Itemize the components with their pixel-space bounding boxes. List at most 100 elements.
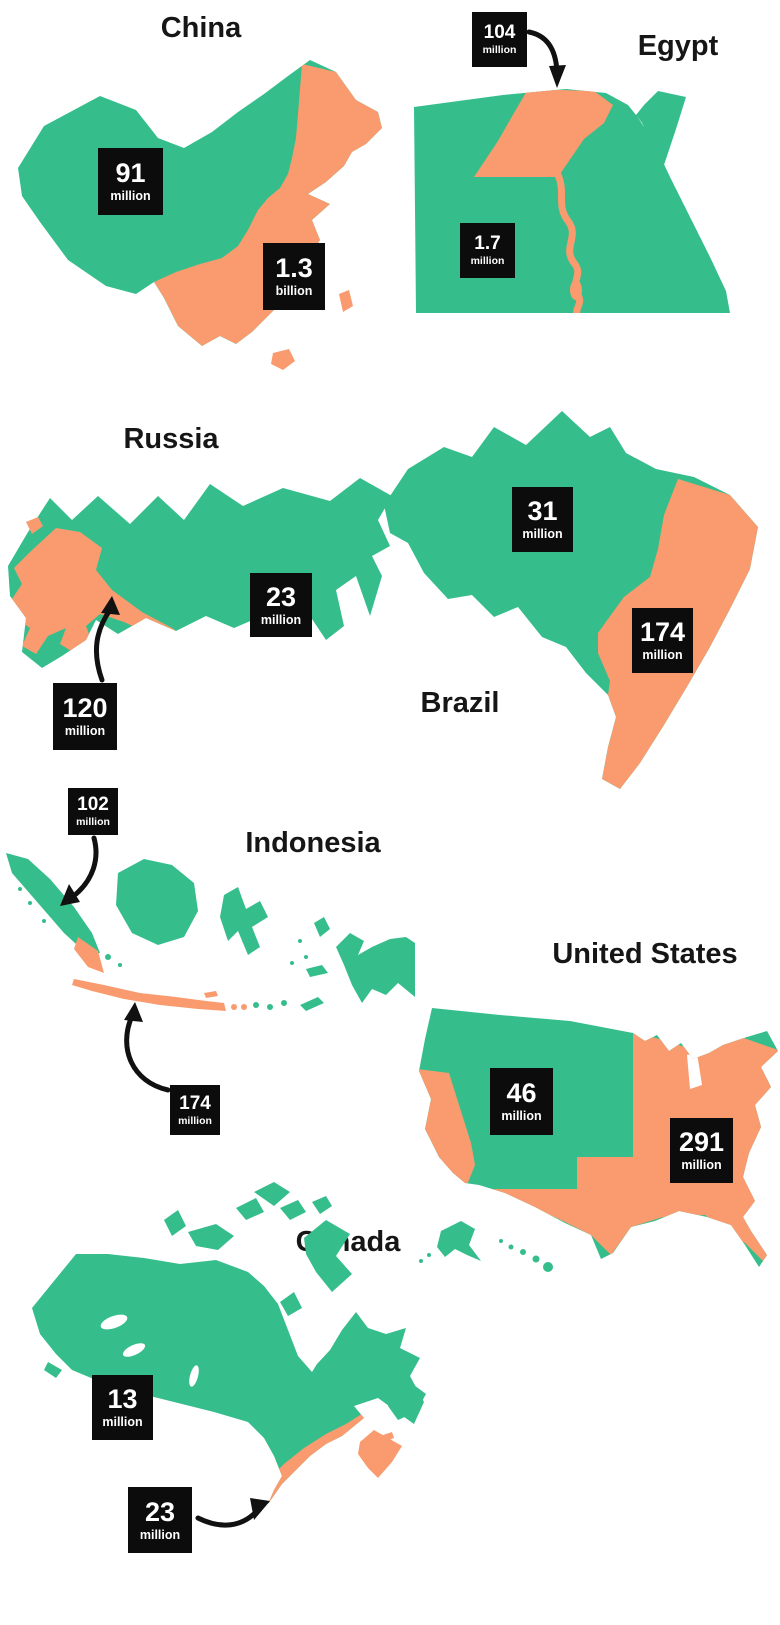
population-label-brazil-orange: 174 million — [632, 608, 693, 673]
canada-maritime-orange — [358, 1430, 402, 1478]
us-east-orange-region — [483, 1031, 778, 1267]
population-value: 102 — [77, 794, 109, 816]
population-value: 1.3 — [275, 253, 313, 284]
brazil-map — [384, 411, 758, 789]
arrow-russia-orange — [94, 596, 120, 683]
population-unit: million — [76, 816, 110, 829]
population-label-indonesia-orange: 174 million — [170, 1085, 220, 1135]
great-bear-lake — [100, 1314, 128, 1330]
papua-island — [336, 933, 415, 1003]
canada-map — [32, 1182, 426, 1504]
baffin-island — [304, 1220, 352, 1292]
hainan-island — [271, 349, 295, 370]
population-value: 31 — [527, 496, 558, 527]
population-label-egypt-orange: 104 million — [472, 12, 527, 67]
indonesia-map — [6, 853, 415, 1011]
newfoundland-island — [388, 1382, 426, 1420]
vancouver-island — [44, 1362, 62, 1378]
borneo-island — [116, 859, 198, 945]
lake-winnipeg — [189, 1365, 199, 1387]
arrow-egypt-delta — [526, 29, 566, 88]
great-lakes — [249, 1460, 271, 1476]
population-unit: million — [260, 612, 302, 627]
population-unit: million — [110, 189, 151, 204]
hawaii-island — [499, 1239, 503, 1243]
country-title-russia: Russia — [123, 423, 219, 455]
population-label-brazil-green: 31 million — [512, 487, 573, 552]
population-label-china-orange: 1.3 billion — [263, 243, 325, 310]
arrow-indonesia-java — [124, 1002, 171, 1093]
population-label-us-orange: 291 million — [670, 1118, 733, 1183]
arrow-indonesia-sumatra — [60, 835, 99, 906]
population-unit: million — [642, 648, 683, 663]
china-landmass — [18, 60, 382, 346]
russia-landmass — [8, 478, 392, 668]
country-title-indonesia: Indonesia — [245, 827, 381, 859]
population-label-canada-green: 13 million — [92, 1375, 153, 1440]
madura-island — [204, 991, 218, 998]
china-orange-region — [154, 64, 382, 346]
population-unit: million — [470, 255, 505, 268]
russia-map — [8, 478, 392, 668]
population-label-russia-orange: 120 million — [53, 683, 117, 750]
population-label-egypt-green: 1.7 million — [460, 223, 515, 278]
southampton-island — [280, 1292, 302, 1316]
country-title-china: China — [160, 12, 242, 44]
canada-arctic-islands — [44, 1182, 426, 1420]
sulawesi-island — [220, 887, 268, 955]
population-label-russia-green: 23 million — [250, 573, 312, 637]
us-landmass — [419, 1008, 778, 1267]
indonesia-orange-islands — [72, 937, 247, 1011]
great-slave-lake — [122, 1343, 146, 1357]
kaliningrad-exclave — [26, 517, 43, 534]
egypt-nile-delta-region — [474, 89, 613, 177]
victoria-island — [188, 1224, 234, 1250]
population-unit: billion — [275, 284, 313, 299]
java-island — [72, 979, 226, 1011]
population-value: 91 — [115, 158, 146, 189]
egypt-nile-river — [554, 171, 584, 313]
prince-edward-island — [380, 1432, 394, 1442]
population-unit: million — [681, 1158, 722, 1173]
banks-island — [164, 1210, 186, 1236]
population-unit: million — [64, 724, 106, 739]
population-value: 1.7 — [474, 233, 501, 255]
population-value: 13 — [107, 1384, 138, 1415]
country-title-brazil: Brazil — [420, 687, 500, 719]
sumatra-south-tip — [74, 937, 104, 973]
population-label-indonesia-green: 102 million — [68, 788, 118, 835]
population-value: 174 — [179, 1092, 211, 1114]
population-unit: million — [501, 1109, 542, 1124]
alaska — [437, 1221, 481, 1261]
population-unit: million — [522, 527, 563, 542]
population-value: 174 — [639, 617, 686, 648]
bali-island — [231, 1004, 237, 1010]
us-california-orange-region — [419, 1069, 475, 1185]
canada-landmass — [32, 1254, 424, 1504]
new-brunswick-nova-scotia — [358, 1430, 402, 1478]
ceram-island — [306, 965, 328, 977]
egypt-map — [414, 89, 730, 313]
population-unit: million — [482, 44, 517, 57]
alaska-hawaii — [419, 1221, 553, 1272]
population-label-us-green: 46 million — [490, 1068, 553, 1135]
population-value: 23 — [144, 1496, 176, 1527]
population-unit: million — [139, 1527, 181, 1542]
taiwan-island — [339, 290, 353, 312]
egypt-lake-nasser — [570, 280, 582, 300]
population-label-china-green: 91 million — [98, 148, 163, 215]
country-title-united-states: United States — [552, 938, 738, 970]
country-title-egypt: Egypt — [637, 30, 719, 62]
population-value: 291 — [678, 1127, 725, 1158]
egypt-landmass — [414, 89, 730, 313]
population-unit: million — [102, 1415, 143, 1430]
population-unit: million — [178, 1114, 212, 1127]
population-value: 120 — [62, 693, 108, 724]
population-value: 23 — [265, 581, 297, 612]
united-states-map — [419, 1008, 778, 1272]
population-value: 46 — [506, 1078, 537, 1109]
halmahera-island — [314, 917, 330, 937]
china-map — [18, 60, 382, 370]
indonesia-green-islands — [6, 853, 415, 1011]
